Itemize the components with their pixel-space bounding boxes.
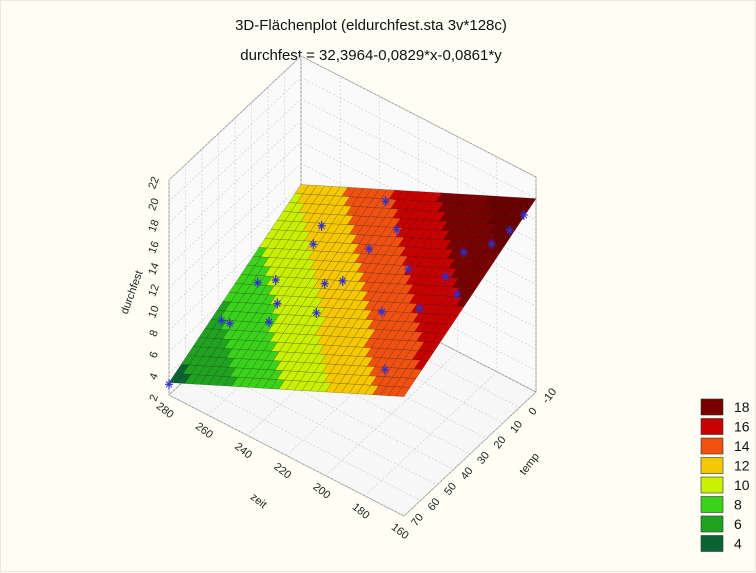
- legend-swatch: [700, 496, 724, 513]
- legend-label: 6: [734, 516, 742, 532]
- data-point: [381, 364, 389, 375]
- z-axis-label: durchfest: [119, 269, 146, 316]
- grid-line: [185, 379, 421, 501]
- legend: 18 16 14 12 10 8 6 4: [700, 398, 750, 552]
- data-point: [381, 196, 390, 207]
- legend-swatch: [700, 457, 724, 474]
- y-tick-label: 70: [409, 512, 426, 529]
- grid-line: [300, 55, 537, 178]
- y-tick-label: 0: [527, 406, 540, 418]
- data-point: [415, 303, 424, 314]
- z-tick-label: 2: [147, 393, 160, 403]
- z-tick-label: 10: [146, 304, 161, 320]
- data-point: [338, 276, 347, 286]
- data-point: [365, 244, 373, 254]
- legend-swatch: [700, 418, 724, 435]
- data-point: [519, 210, 528, 220]
- data-point: [265, 317, 273, 327]
- z-tick-label: 22: [146, 175, 161, 191]
- x-tick-label: 200: [311, 481, 333, 502]
- data-point: [273, 298, 282, 309]
- data-point: [309, 239, 318, 250]
- legend-swatch: [700, 398, 724, 416]
- z-tick-label: 20: [146, 197, 161, 213]
- data-point: [312, 307, 321, 318]
- y-tick-label: 40: [459, 465, 476, 482]
- data-point: [459, 247, 468, 258]
- x-tick-label: 220: [271, 461, 293, 482]
- x-tick-label: 240: [232, 441, 254, 462]
- surface-cell: [395, 386, 411, 397]
- y-tick-label: 60: [426, 496, 443, 513]
- data-point: [271, 275, 280, 285]
- y-tick-label: 30: [475, 450, 492, 467]
- legend-label: 16: [734, 419, 750, 435]
- legend-swatch: [700, 476, 724, 494]
- z-tick-label: 6: [147, 350, 160, 360]
- z-tick-label: 12: [146, 283, 161, 299]
- legend-swatch: [700, 515, 724, 533]
- legend-label: 14: [734, 438, 750, 454]
- data-point: [441, 271, 450, 282]
- data-point: [505, 225, 514, 236]
- x-tick-label: 180: [350, 501, 372, 522]
- y-axis-label: temp: [517, 451, 542, 478]
- z-tick-label: 4: [147, 372, 160, 382]
- data-point: [320, 278, 329, 289]
- chart-title: 3D-Flächenplot (eldurchfest.sta 3v*128c): [235, 17, 507, 34]
- y-tick-label: -10: [540, 386, 559, 406]
- data-point: [392, 224, 401, 235]
- data-point: [165, 379, 173, 390]
- z-tick-label: 14: [146, 261, 161, 277]
- data-point: [225, 318, 234, 329]
- data-point: [453, 289, 462, 300]
- legend-swatch: [700, 437, 724, 455]
- x-tick-label: 160: [389, 521, 411, 542]
- y-tick-label: 50: [442, 481, 459, 498]
- x-tick-label: 260: [193, 420, 215, 441]
- data-point: [317, 220, 326, 231]
- legend-label: 12: [734, 458, 750, 474]
- data-point: [487, 238, 496, 249]
- legend-swatch: [700, 535, 724, 552]
- y-tick-label: 10: [508, 419, 525, 436]
- z-tick-label: 16: [146, 240, 161, 256]
- legend-label: 8: [734, 497, 742, 513]
- data-points: [165, 196, 528, 390]
- data-point: [253, 277, 262, 288]
- z-tick-label: 8: [147, 329, 160, 339]
- data-point: [217, 315, 226, 326]
- legend-label: 18: [734, 399, 750, 415]
- data-point: [404, 264, 413, 275]
- grid-line: [168, 394, 405, 517]
- x-axis-label: zeit: [248, 491, 269, 511]
- legend-label: 4: [734, 536, 742, 552]
- data-point: [377, 306, 386, 317]
- z-tick-label: 18: [146, 218, 161, 234]
- y-tick-label: 20: [492, 434, 509, 451]
- legend-label: 10: [734, 477, 750, 493]
